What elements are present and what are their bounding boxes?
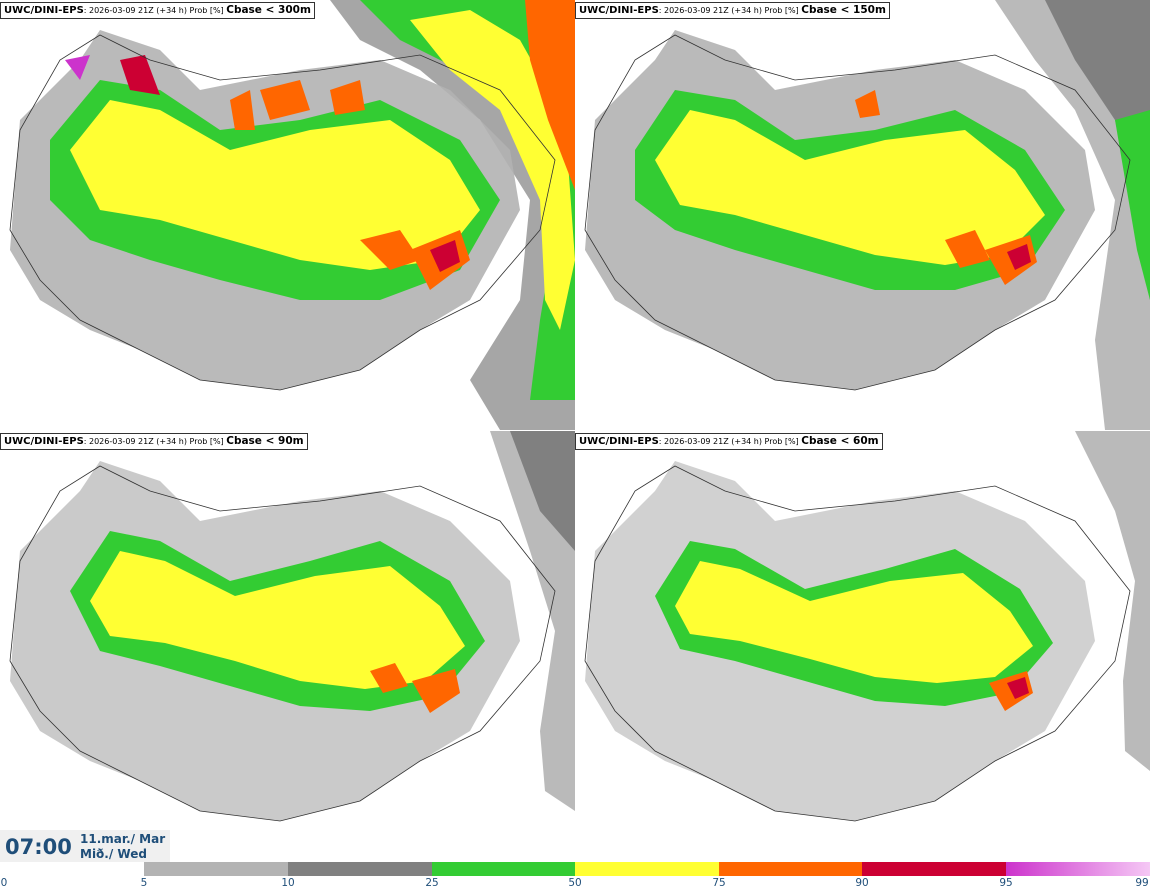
colorbar-tick: 90 <box>855 877 869 889</box>
model-name: UWC/DINI-EPS <box>4 436 84 447</box>
colorbar-tick: 25 <box>425 877 439 889</box>
variable-name: Cbase < 60m <box>801 435 879 447</box>
valid-time-box: 07:00 11.mar./ Mar Mið./ Wed <box>0 830 170 862</box>
valid-time-clock: 07:00 <box>5 835 72 859</box>
map-cbase-90 <box>9 431 575 822</box>
valid-date-line2: Mið./ Wed <box>80 847 147 861</box>
colorbar-segment-0-5 <box>0 862 144 876</box>
colorbar-segment-75-90 <box>719 862 862 876</box>
colorbar-tick: 95 <box>999 877 1013 889</box>
valid-date-line1: 11.mar./ Mar <box>80 832 166 846</box>
colorbar-segment-25-50 <box>432 862 575 876</box>
variable-name: Cbase < 300m <box>226 4 311 16</box>
valid-time-date: 11.mar./ Mar Mið./ Wed <box>80 832 165 862</box>
probability-colorbar: 0 5 10 25 50 75 90 95 99 <box>0 862 1150 891</box>
colorbar-tick: 0 <box>0 877 8 889</box>
map-panel-cbase-150: UWC/DINI-EPS: 2026-03-09 21Z (+34 h) Pro… <box>575 0 1150 430</box>
colorbar-tick: 5 <box>140 877 148 889</box>
run-meta: : 2026-03-09 21Z (+34 h) Prob [%] <box>658 437 802 446</box>
model-name: UWC/DINI-EPS <box>4 5 84 16</box>
colorbar-tick: 50 <box>568 877 582 889</box>
panel-title: UWC/DINI-EPS: 2026-03-09 21Z (+34 h) Pro… <box>0 433 308 450</box>
map-panel-cbase-90: UWC/DINI-EPS: 2026-03-09 21Z (+34 h) Pro… <box>0 431 575 861</box>
colorbar-segment-90-95 <box>862 862 1006 876</box>
panel-title: UWC/DINI-EPS: 2026-03-09 21Z (+34 h) Pro… <box>575 2 890 19</box>
model-name: UWC/DINI-EPS <box>579 5 659 16</box>
variable-name: Cbase < 150m <box>801 4 886 16</box>
map-cbase-60 <box>584 431 1150 822</box>
map-panel-cbase-60: UWC/DINI-EPS: 2026-03-09 21Z (+34 h) Pro… <box>575 431 1150 861</box>
model-name: UWC/DINI-EPS <box>579 436 659 447</box>
colorbar-tick: 99 <box>1135 877 1149 889</box>
panel-title: UWC/DINI-EPS: 2026-03-09 21Z (+34 h) Pro… <box>575 433 883 450</box>
colorbar-tick: 10 <box>281 877 295 889</box>
colorbar-segment-5-10 <box>144 862 288 876</box>
map-cbase-300 <box>9 0 575 430</box>
run-meta: : 2026-03-09 21Z (+34 h) Prob [%] <box>83 437 227 446</box>
panel-title: UWC/DINI-EPS: 2026-03-09 21Z (+34 h) Pro… <box>0 2 315 19</box>
colorbar-segment-50-75 <box>575 862 719 876</box>
map-panel-cbase-300: UWC/DINI-EPS: 2026-03-09 21Z (+34 h) Pro… <box>0 0 575 430</box>
colorbar-segment-10-25 <box>288 862 432 876</box>
run-meta: : 2026-03-09 21Z (+34 h) Prob [%] <box>658 6 802 15</box>
variable-name: Cbase < 90m <box>226 435 304 447</box>
run-meta: : 2026-03-09 21Z (+34 h) Prob [%] <box>83 6 227 15</box>
colorbar-segment-95-99 <box>1006 862 1150 876</box>
colorbar-tick: 75 <box>712 877 726 889</box>
map-cbase-150 <box>584 0 1150 430</box>
